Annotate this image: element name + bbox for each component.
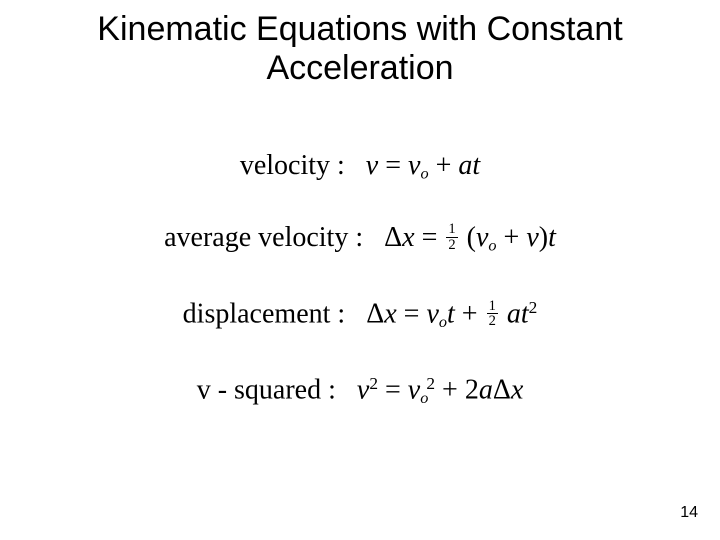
equation-label: average velocity : <box>164 222 363 253</box>
slide: Kinematic Equations with Constant Accele… <box>0 0 720 540</box>
equation-label: velocity : <box>240 150 345 181</box>
equation-velocity: velocity : v = vo + at <box>0 150 720 184</box>
page-number: 14 <box>680 504 698 522</box>
fraction-half-icon: 12 <box>446 222 457 252</box>
equation-v-squared: v - squared : v2 = vo2 + 2aΔx <box>0 374 720 408</box>
equation-average-velocity: average velocity : Δx = 12 (vo + v)t <box>0 222 720 256</box>
equation-label: displacement : <box>183 299 346 330</box>
fraction-half-icon: 12 <box>487 299 498 329</box>
equation-displacement: displacement : Δx = vot + 12 at2 <box>0 298 720 332</box>
slide-title: Kinematic Equations with Constant Accele… <box>0 10 720 88</box>
equation-label: v - squared : <box>197 375 336 406</box>
